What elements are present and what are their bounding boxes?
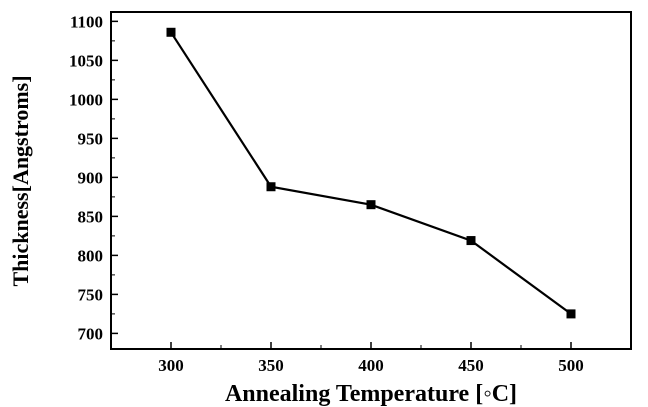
x-axis-title: Annealing Temperature [◦C]	[225, 381, 517, 407]
data-point-marker	[166, 27, 176, 37]
data-point-marker	[566, 309, 576, 319]
data-point-marker	[366, 200, 376, 210]
x-axis-ticks: 300 350 400 450 500	[158, 342, 584, 375]
y-tick-label: 1000	[69, 90, 103, 109]
y-tick-label: 800	[78, 246, 104, 265]
y-tick-label: 950	[78, 129, 104, 148]
y-axis-ticks: 700 750 800 850 900 950 1000 1050 1100	[69, 12, 118, 343]
y-tick-label: 700	[78, 324, 104, 343]
y-tick-label: 1050	[69, 51, 103, 70]
x-tick-label: 400	[358, 356, 384, 375]
x-tick-label: 450	[458, 356, 484, 375]
data-point-marker	[466, 236, 476, 246]
y-tick-label: 850	[78, 207, 104, 226]
series-line	[170, 31, 572, 315]
plot-frame	[110, 11, 632, 350]
series-group	[166, 27, 576, 319]
x-tick-label: 350	[258, 356, 284, 375]
data-point-marker	[266, 182, 276, 192]
y-axis-title: Thickness[Angstroms]	[8, 75, 33, 286]
y-tick-label: 900	[78, 168, 104, 187]
x-tick-label: 500	[558, 356, 584, 375]
x-tick-label: 300	[158, 356, 184, 375]
y-tick-label: 1100	[70, 12, 103, 31]
y-tick-label: 750	[78, 285, 104, 304]
